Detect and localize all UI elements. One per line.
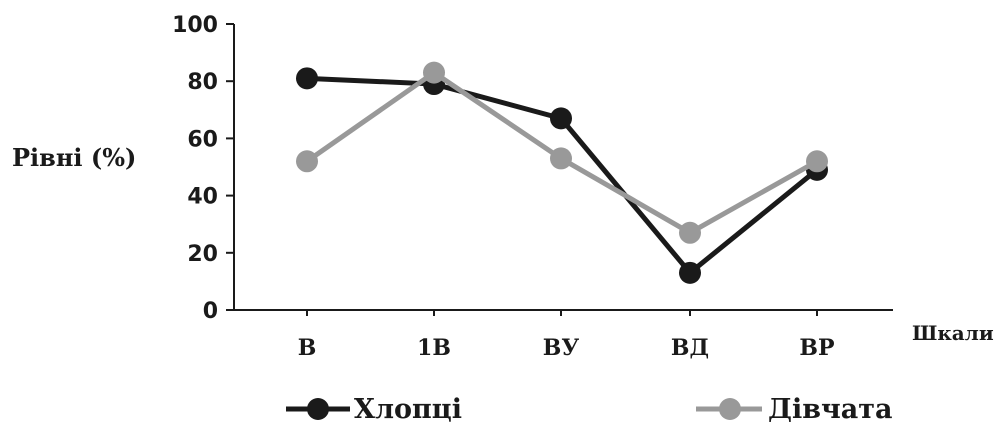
series — [296, 61, 828, 284]
y-axis-title: Рівні (%) — [12, 143, 136, 172]
y-tick-label: 80 — [187, 70, 218, 95]
legend-label: Дівчата — [768, 394, 893, 424]
x-tick-label: ВУ — [543, 335, 580, 361]
x-tick-label: ВД — [671, 335, 709, 361]
y-ticks: 0 20 40 60 80 100 — [172, 13, 234, 324]
data-point — [806, 150, 828, 173]
data-point — [296, 150, 318, 173]
data-point — [296, 67, 318, 90]
y-tick-label: 40 — [187, 185, 218, 210]
data-point — [550, 147, 572, 170]
legend-marker — [719, 398, 741, 420]
legend-item: Хлопці — [286, 394, 462, 424]
series-boys — [296, 67, 828, 284]
y-tick-label: 100 — [172, 13, 218, 38]
data-point — [423, 61, 445, 84]
y-tick-label: 60 — [187, 127, 218, 152]
x-axis-title: Шкали — [912, 321, 994, 345]
x-tick-label: В — [298, 335, 317, 361]
x-ticks: В 1В ВУ ВД ВР — [298, 310, 835, 361]
axes — [233, 24, 893, 311]
y-tick-label: 20 — [187, 242, 218, 267]
legend-marker — [307, 398, 329, 420]
x-tick-label: ВР — [799, 335, 834, 361]
data-point — [679, 221, 701, 244]
y-tick-label: 0 — [203, 299, 218, 324]
x-tick-label: 1В — [417, 335, 451, 361]
legend-item: Дівчата — [696, 394, 893, 424]
series-girls — [296, 61, 828, 244]
data-point — [679, 261, 701, 284]
legend-label: Хлопці — [354, 394, 462, 424]
data-point — [550, 107, 572, 130]
legend: Хлопці Дівчата — [286, 394, 893, 424]
